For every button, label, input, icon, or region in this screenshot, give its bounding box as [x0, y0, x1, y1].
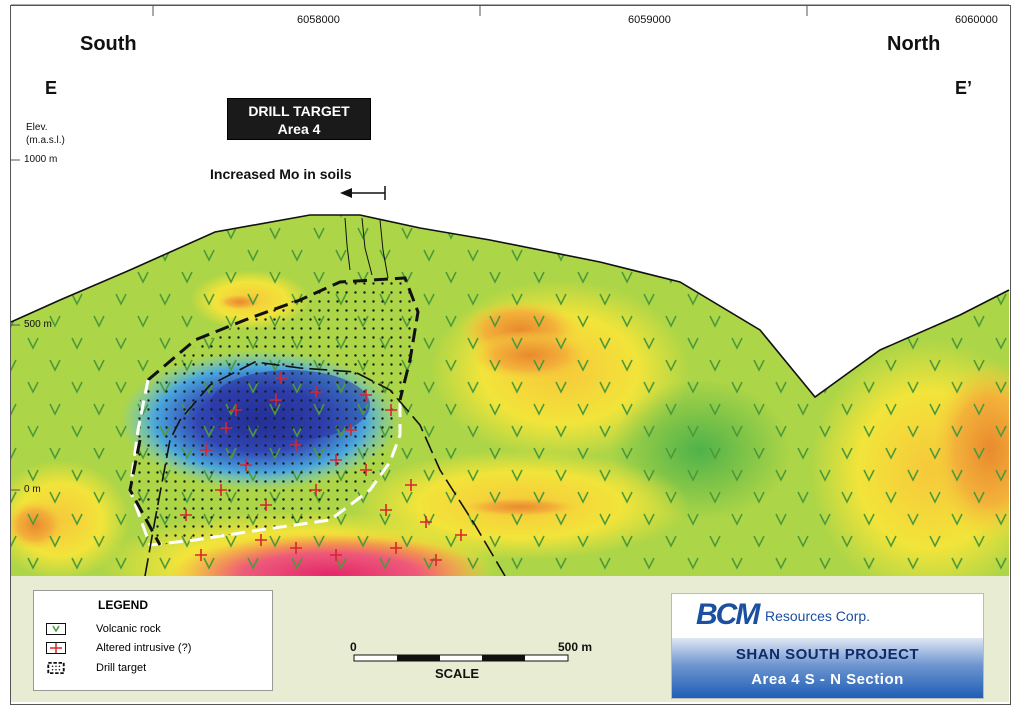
scale-bar: 0 500 m SCALE [340, 640, 610, 690]
mo-soils-annotation: Increased Mo in soils [210, 166, 352, 182]
fault-lines [144, 217, 506, 577]
south-label: South [80, 33, 137, 55]
legend: LEGEND Volcanic rock Altered intrusive (… [33, 590, 273, 691]
soil-arrow [340, 186, 386, 200]
legend-label-drill-target: Drill target [96, 662, 147, 674]
elevation-unit: (m.a.s.l.) [26, 135, 65, 146]
volcanic-rock-symbol [46, 623, 66, 635]
project-title: SHAN SOUTH PROJECT [735, 646, 920, 663]
coord-label-1: 6058000 [297, 14, 340, 26]
scale-title: SCALE [435, 666, 480, 681]
red-cross-symbol [46, 642, 66, 654]
logo-title-band [672, 638, 983, 698]
company-logo-block: BCM Resources Corp. SHAN SOUTH PROJECT A… [671, 593, 984, 699]
scale-bar-graphic [353, 654, 569, 662]
logo-header: BCM Resources Corp. [672, 594, 983, 636]
elevation-tick-500: 500 m [24, 319, 52, 330]
section-start-mark: E [45, 78, 58, 98]
company-name: Resources Corp. [765, 608, 871, 624]
coord-label-2: 6059000 [628, 14, 671, 26]
bcm-logo-mark: BCM [696, 598, 760, 631]
elevation-tick-0: 0 m [24, 484, 41, 495]
elevation-title: Elev. [26, 122, 48, 133]
legend-label-intrusive: Altered intrusive (?) [96, 642, 192, 654]
scale-start-label: 0 [350, 640, 357, 654]
section-end-mark: E’ [955, 78, 973, 98]
drill-target-area-name: Area 4 [277, 121, 321, 137]
section-title: Area 4 S - N Section [751, 671, 904, 688]
top-axis [11, 4, 1009, 491]
intrusive-crosses [180, 372, 467, 566]
drill-target-label: DRILL TARGET Area 4 [227, 98, 371, 140]
north-label: North [887, 33, 941, 55]
legend-label-volcanic: Volcanic rock [96, 623, 161, 635]
elevation-tick-1000: 1000 m [24, 154, 58, 165]
drill-target-title: DRILL TARGET [248, 103, 350, 119]
legend-title: LEGEND [98, 598, 149, 612]
dashed-box-symbol [47, 662, 65, 674]
scale-end-label: 500 m [558, 640, 593, 654]
coord-label-3: 6060000 [955, 14, 998, 26]
